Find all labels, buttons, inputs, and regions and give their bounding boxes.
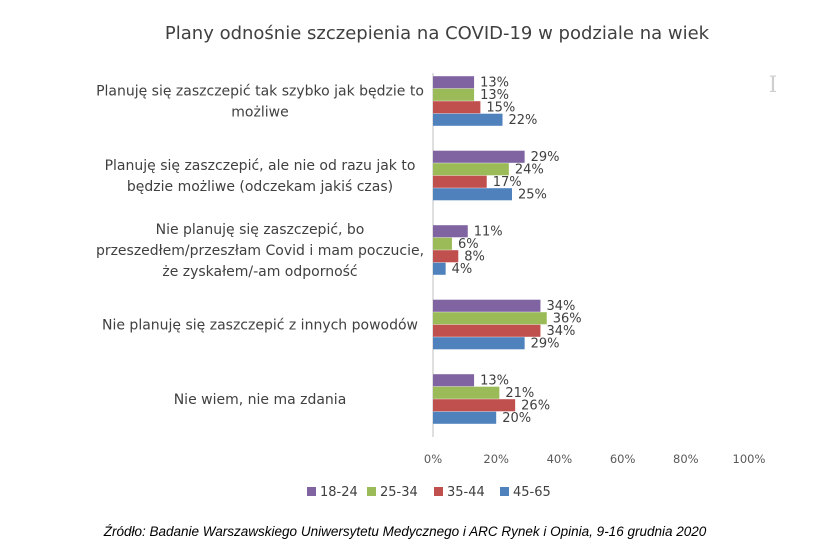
x-tick-label-2: 20% (483, 452, 509, 466)
data-label-45-65-cat-2: 25% (518, 188, 547, 203)
data-label-18-24-cat-4: 34% (546, 299, 575, 314)
legend-label-35-44: 35-44 (447, 485, 485, 500)
data-label-45-65-cat-3: 4% (452, 262, 473, 277)
data-label-18-24-cat-2: 29% (531, 150, 560, 165)
legend-label-45-65: 45-65 (513, 485, 551, 500)
bar-45-65-cat-4 (433, 337, 525, 350)
text-cursor-icon: I (769, 73, 778, 98)
bar-18-24-cat-4 (433, 299, 541, 312)
bar-35-44-cat-4 (433, 324, 541, 337)
data-label-45-65-cat-5: 20% (502, 411, 531, 426)
legend-label-25-34: 25-34 (380, 485, 418, 500)
bar-45-65-cat-3 (433, 262, 446, 275)
bar-45-65-cat-1 (433, 113, 503, 126)
bar-45-65-cat-5 (433, 411, 497, 424)
category-labels: Planuję się zaszczepić tak szybko jak bę… (96, 84, 424, 409)
bar-35-44-cat-5 (433, 399, 516, 412)
legend-swatch-25-34 (367, 487, 376, 496)
category-label-3-line-1: Nie planuję się zaszczepić, bo (156, 222, 365, 238)
bar-45-65-cat-2 (433, 188, 512, 201)
x-tick-label-1: 0% (424, 452, 442, 466)
data-label-18-24-cat-3: 11% (474, 225, 503, 240)
category-label-2-line-1: Planuję się zaszczepić, ale nie od razu … (105, 158, 416, 174)
data-label-35-44-cat-2: 17% (493, 175, 522, 190)
data-label-35-44-cat-3: 8% (464, 250, 485, 265)
x-tick-label-3: 40% (547, 452, 573, 466)
bar-18-24-cat-3 (433, 225, 468, 238)
chart-title: Plany odnośnie szczepienia na COVID-19 w… (165, 23, 710, 44)
bar-25-34-cat-3 (433, 237, 452, 250)
bars-layer: 13%13%15%22%29%24%17%25%11%6%8%4%34%36%3… (433, 76, 582, 426)
data-label-35-44-cat-4: 34% (546, 324, 575, 339)
bar-18-24-cat-2 (433, 150, 525, 163)
data-label-45-65-cat-4: 29% (531, 337, 560, 352)
data-label-25-34-cat-3: 6% (458, 237, 479, 252)
category-label-4-line-1: Nie planuję się zaszczepić z innych powo… (102, 318, 418, 334)
data-label-35-44-cat-5: 26% (521, 399, 550, 414)
category-label-1-line-2: możliwe (231, 105, 288, 121)
bar-25-34-cat-2 (433, 163, 509, 176)
bar-25-34-cat-4 (433, 312, 547, 325)
legend-label-18-24: 18-24 (320, 485, 358, 500)
source-note: Źródło: Badanie Warszawskiego Uniwersyte… (103, 524, 707, 539)
bar-18-24-cat-1 (433, 76, 475, 89)
category-label-3-line-3: że zyskałem/-am odporność (162, 264, 357, 280)
bar-25-34-cat-5 (433, 386, 500, 399)
data-label-35-44-cat-1: 15% (486, 101, 515, 116)
x-tick-label-4: 60% (610, 452, 636, 466)
data-label-25-34-cat-1: 13% (480, 88, 509, 103)
legend-swatch-35-44 (434, 487, 443, 496)
bar-35-44-cat-3 (433, 250, 459, 263)
data-label-25-34-cat-5: 21% (505, 386, 534, 401)
legend-swatch-45-65 (500, 487, 509, 496)
category-label-3-line-2: przeszedłem/przeszłam Covid i mam poczuc… (96, 243, 424, 259)
bar-18-24-cat-5 (433, 374, 475, 387)
bar-25-34-cat-1 (433, 88, 475, 101)
x-axis-ticks: 0% 20% 40% 60% 80% 100% (424, 452, 766, 466)
category-label-5-line-1: Nie wiem, nie ma zdania (174, 392, 347, 408)
x-tick-label-6: 100% (733, 452, 766, 466)
data-label-25-34-cat-4: 36% (553, 312, 582, 327)
bar-35-44-cat-2 (433, 175, 487, 188)
legend: 18-24 25-34 35-44 45-65 (307, 485, 551, 500)
category-label-1-line-1: Planuję się zaszczepić tak szybko jak bę… (96, 84, 424, 100)
data-label-18-24-cat-5: 13% (480, 374, 509, 389)
x-tick-label-5: 80% (673, 452, 699, 466)
data-label-25-34-cat-2: 24% (515, 163, 544, 178)
bar-35-44-cat-1 (433, 101, 481, 114)
legend-swatch-18-24 (307, 487, 316, 496)
data-label-18-24-cat-1: 13% (480, 76, 509, 91)
category-label-2-line-2: będzie możliwe (odczekam jakiś czas) (127, 179, 393, 195)
data-label-45-65-cat-1: 22% (509, 113, 538, 128)
